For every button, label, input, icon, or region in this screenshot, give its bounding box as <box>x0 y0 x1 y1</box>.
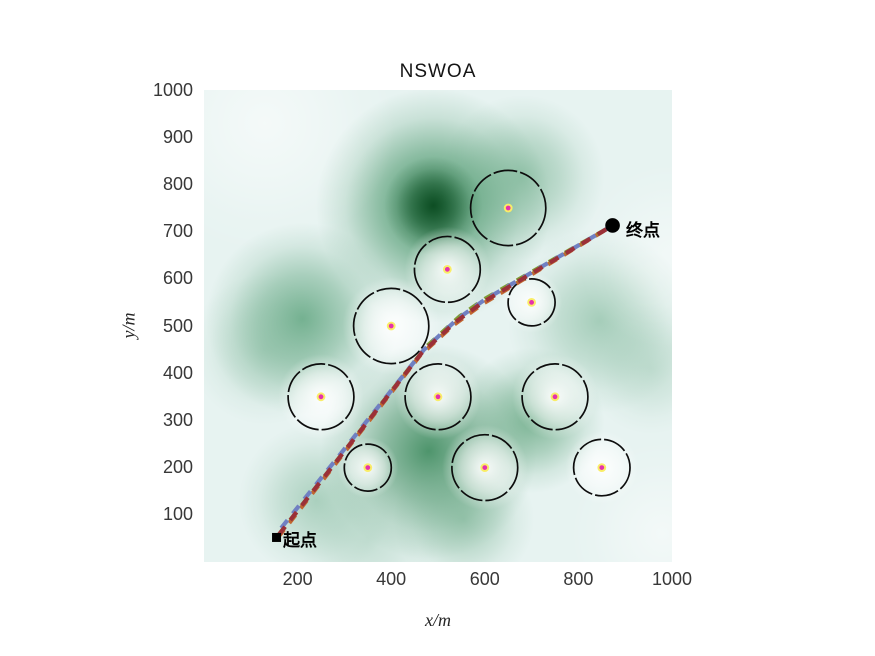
field-blob <box>297 470 439 562</box>
y-tick-label: 800 <box>162 173 193 194</box>
obstacle-circle <box>413 235 482 304</box>
obstacle-circle <box>404 363 472 431</box>
path-maroon <box>277 223 614 536</box>
obstacle-center-dot <box>386 321 396 331</box>
obstacle-center-dot <box>597 463 607 473</box>
obstacle-center-dot <box>480 463 490 473</box>
field-blob <box>578 161 672 350</box>
x-tick-label: 200 <box>282 569 313 589</box>
start-point-marker <box>272 532 282 542</box>
obstacle-circle <box>469 169 547 247</box>
obstacle-center-dot <box>527 298 536 307</box>
end-point-marker <box>605 218 620 233</box>
obstacle-circle <box>352 287 430 365</box>
y-tick-label: 700 <box>162 221 193 242</box>
y-tick-label: 500 <box>162 315 193 336</box>
y-tick-label: 600 <box>162 268 193 289</box>
y-tick-label: 100 <box>162 504 193 525</box>
y-tick-label: 400 <box>162 362 193 383</box>
obstacle-circle <box>451 433 519 502</box>
obstacle-center-dot <box>316 392 326 402</box>
y-tick-label: 900 <box>162 126 193 147</box>
obstacle-center-dot <box>433 392 443 402</box>
obstacle-circle <box>572 438 631 497</box>
field-blob <box>439 95 605 260</box>
y-tick-label: 300 <box>162 409 193 430</box>
start-point-label: 起点 <box>283 531 317 550</box>
x-tick-label: 1000 <box>651 569 693 589</box>
x-tick-label: 600 <box>469 569 500 589</box>
x-axis-label: x/m <box>425 610 451 630</box>
x-tick-label: 800 <box>563 569 594 589</box>
obstacle-circle <box>287 363 355 431</box>
obstacle-center-dot <box>363 463 373 473</box>
end-point-label: 终点 <box>626 221 660 240</box>
y-tick-label: 200 <box>162 457 193 478</box>
field-blob <box>204 90 397 255</box>
obstacle-center-dot <box>442 264 452 274</box>
obstacle-circle <box>343 443 393 492</box>
obstacle-center-dot <box>503 203 513 213</box>
planned-paths-layer <box>276 223 614 539</box>
threat-field <box>204 90 672 562</box>
y-tick-label: 1000 <box>152 79 193 100</box>
obstacle-center-dot <box>550 392 560 402</box>
path-blue <box>279 223 614 530</box>
x-tick-label: 400 <box>376 569 407 589</box>
obstacles-layer <box>287 169 631 502</box>
plot-title: NSWOA <box>399 61 477 82</box>
endpoint-markers <box>272 218 620 542</box>
obstacle-circle <box>507 278 556 327</box>
obstacle-circle <box>521 363 589 431</box>
